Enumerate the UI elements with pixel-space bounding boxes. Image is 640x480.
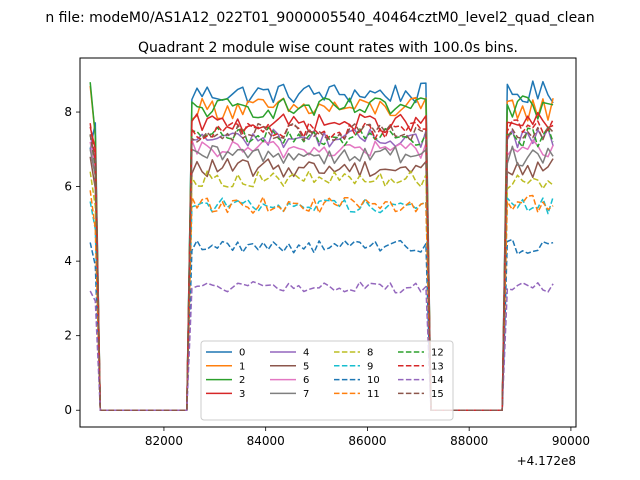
axes-frame	[79, 57, 577, 428]
legend-label-4: 4	[303, 348, 309, 359]
y-tick-label: 8	[64, 105, 72, 119]
legend-label-6: 6	[303, 375, 309, 386]
y-tick-label: 6	[64, 180, 72, 194]
x-tick-label: 88000	[450, 434, 488, 448]
series-line-10	[89, 238, 554, 411]
legend-label-10: 10	[367, 375, 380, 386]
legend-label-14: 14	[431, 375, 444, 386]
legend-label-2: 2	[239, 375, 245, 386]
x-offset-text: +4.172e8	[517, 454, 576, 468]
legend-label-15: 15	[431, 389, 444, 400]
x-tick-label: 82000	[145, 434, 183, 448]
y-tick-label: 0	[64, 403, 72, 417]
series-lines	[89, 80, 554, 411]
legend-label-0: 0	[239, 348, 245, 359]
series-line-8	[89, 170, 554, 411]
x-tick-label: 86000	[348, 434, 386, 448]
legend-label-5: 5	[303, 361, 309, 372]
legend-label-8: 8	[367, 348, 373, 359]
y-axis: 0 2 4 6 8	[64, 105, 80, 417]
x-tick-label: 84000	[247, 434, 285, 448]
legend-label-7: 7	[303, 389, 309, 400]
legend-label-12: 12	[431, 348, 444, 359]
legend-box	[200, 340, 454, 421]
legend-label-9: 9	[367, 361, 373, 372]
series-line-13	[89, 119, 554, 411]
legend-label-1: 1	[239, 361, 245, 372]
x-tick-label: 90000	[552, 434, 590, 448]
x-axis: 82000 84000 86000 88000 90000	[145, 427, 590, 448]
y-tick-label: 4	[64, 254, 72, 268]
chart-title: Quadrant 2 module wise count rates with …	[138, 40, 518, 56]
series-line-15	[89, 122, 554, 411]
legend-label-13: 13	[431, 361, 444, 372]
y-tick-label: 2	[64, 329, 72, 343]
legend-label-11: 11	[367, 389, 380, 400]
legend-label-3: 3	[239, 389, 245, 400]
figure-suptitle: n file: modeM0/AS1A12_022T01_9000005540_…	[45, 10, 594, 26]
